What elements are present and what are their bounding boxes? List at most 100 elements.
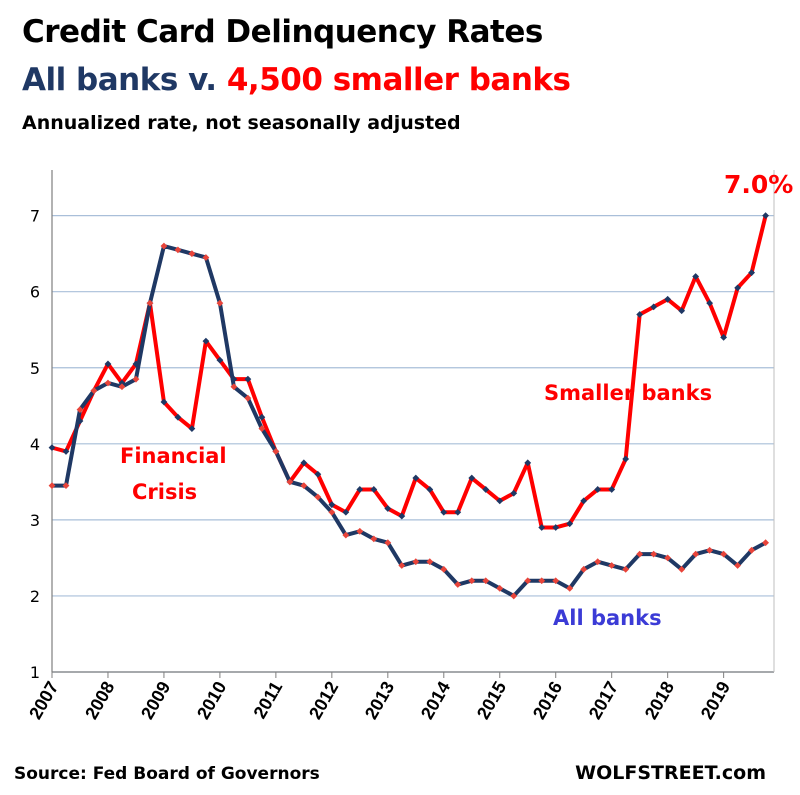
marker-all-banks-42	[636, 550, 644, 558]
marker-all-banks-24	[384, 539, 392, 547]
marker-all-banks-22	[356, 527, 364, 535]
y-tick-label-2: 2	[30, 587, 40, 606]
marker-all-banks-16	[272, 448, 280, 455]
marker-smaller-banks-34	[524, 459, 532, 467]
marker-smaller-banks-21	[342, 508, 350, 516]
x-tick-label-2019: 2019	[697, 678, 734, 723]
marker-smaller-banks-12	[216, 356, 224, 364]
y-tick-label-6: 6	[30, 283, 40, 302]
x-tick-label-2015: 2015	[473, 678, 510, 723]
marker-all-banks-26	[412, 558, 420, 566]
marker-all-banks-40	[608, 562, 616, 569]
marker-all-banks-34	[524, 577, 532, 585]
marker-all-banks-38	[580, 565, 588, 573]
marker-all-banks-11	[202, 254, 210, 261]
marker-smaller-banks-24	[384, 505, 392, 512]
x-tick-label-2017: 2017	[585, 678, 622, 723]
marker-all-banks-43	[650, 550, 658, 558]
marker-smaller-banks-10	[188, 425, 196, 433]
marker-all-banks-27	[426, 558, 434, 566]
y-tick-label-7: 7	[30, 207, 40, 226]
annotations: Financial Crisis Smaller banks All banks 7.0…	[120, 170, 793, 630]
marker-smaller-banks-30	[468, 474, 476, 482]
marker-all-banks-28	[440, 565, 448, 573]
x-tick-label-2018: 2018	[641, 678, 678, 723]
marker-all-banks-25	[398, 562, 406, 569]
marker-all-banks-13	[230, 383, 238, 391]
marker-smaller-banks-14	[244, 375, 252, 383]
marker-smaller-banks-51	[762, 212, 770, 220]
marker-all-banks-48	[720, 550, 728, 558]
marker-all-banks-21	[342, 531, 350, 539]
marker-smaller-banks-15	[258, 413, 266, 421]
marker-all-banks-30	[468, 577, 476, 585]
annotation-last-value: 7.0%	[724, 170, 793, 199]
marker-all-banks-33	[510, 592, 518, 600]
marker-all-banks-10	[188, 250, 196, 258]
marker-all-banks-36	[552, 577, 560, 585]
annotation-smaller-banks: Smaller banks	[544, 381, 712, 405]
series-line-smaller-banks	[50, 213, 768, 530]
source-note: Source: Fed Board of Governors	[14, 764, 320, 784]
marker-all-banks-32	[496, 584, 504, 592]
marker-smaller-banks-38	[580, 497, 588, 505]
marker-all-banks-1	[62, 482, 70, 490]
marker-smaller-banks-19	[314, 470, 322, 478]
marker-all-banks-39	[594, 558, 602, 566]
axes	[51, 170, 775, 678]
y-tick-label-3: 3	[30, 511, 40, 530]
marker-all-banks-49	[734, 562, 742, 569]
x-tick-label-2007: 2007	[25, 678, 62, 723]
marker-all-banks-14	[244, 394, 252, 402]
marker-smaller-banks-18	[300, 459, 308, 467]
x-tick-label-2013: 2013	[361, 678, 398, 723]
marker-all-banks-47	[706, 546, 714, 554]
annotation-crisis: Crisis	[132, 480, 197, 504]
marker-smaller-banks-39	[594, 486, 602, 493]
x-tick-label-2012: 2012	[305, 678, 342, 723]
subtitle-versus: v.	[177, 62, 227, 98]
marker-all-banks-41	[622, 565, 630, 573]
marker-all-banks-37	[566, 584, 574, 592]
marker-all-banks-0	[48, 482, 56, 490]
marker-smaller-banks-27	[426, 486, 434, 493]
marker-smaller-banks-5	[118, 379, 126, 387]
marker-all-banks-4	[104, 379, 112, 387]
marker-smaller-banks-9	[174, 413, 182, 421]
series-markers	[48, 212, 770, 600]
marker-all-banks-2	[76, 406, 84, 413]
x-tick-label-2014: 2014	[417, 678, 454, 723]
marker-all-banks-9	[174, 246, 182, 254]
marker-smaller-banks-4	[104, 360, 112, 368]
marker-smaller-banks-13	[230, 375, 238, 383]
marker-all-banks-6	[132, 375, 140, 383]
subtitle-smaller-banks: 4,500 smaller banks	[226, 62, 571, 98]
marker-smaller-banks-6	[132, 360, 140, 368]
marker-smaller-banks-36	[552, 524, 560, 531]
annotation-all-banks: All banks	[553, 606, 662, 630]
marker-smaller-banks-46	[692, 273, 700, 280]
marker-smaller-banks-37	[566, 520, 574, 528]
marker-smaller-banks-31	[482, 486, 490, 493]
marker-all-banks-45	[678, 565, 686, 573]
subtitle-all-banks: All banks	[22, 62, 178, 98]
marker-smaller-banks-43	[650, 303, 658, 311]
marker-smaller-banks-42	[636, 311, 644, 318]
marker-smaller-banks-50	[748, 269, 756, 277]
chart-subtitle: All banks v. 4,500 smaller banks	[22, 62, 571, 98]
marker-smaller-banks-33	[510, 489, 518, 497]
marker-smaller-banks-8	[160, 398, 168, 406]
marker-all-banks-44	[664, 554, 672, 562]
chart-title: Credit Card Delinquency Rates	[22, 14, 543, 50]
marker-all-banks-7	[146, 299, 154, 307]
x-tick-label-2009: 2009	[137, 678, 174, 723]
marker-all-banks-23	[370, 535, 378, 543]
marker-all-banks-20	[328, 508, 336, 516]
marker-smaller-banks-0	[48, 444, 56, 452]
marker-all-banks-51	[762, 539, 770, 547]
marker-all-banks-46	[692, 550, 700, 558]
marker-smaller-banks-28	[440, 508, 448, 516]
chart-note: Annualized rate, not seasonally adjusted	[22, 112, 461, 134]
marker-smaller-banks-29	[454, 508, 462, 516]
